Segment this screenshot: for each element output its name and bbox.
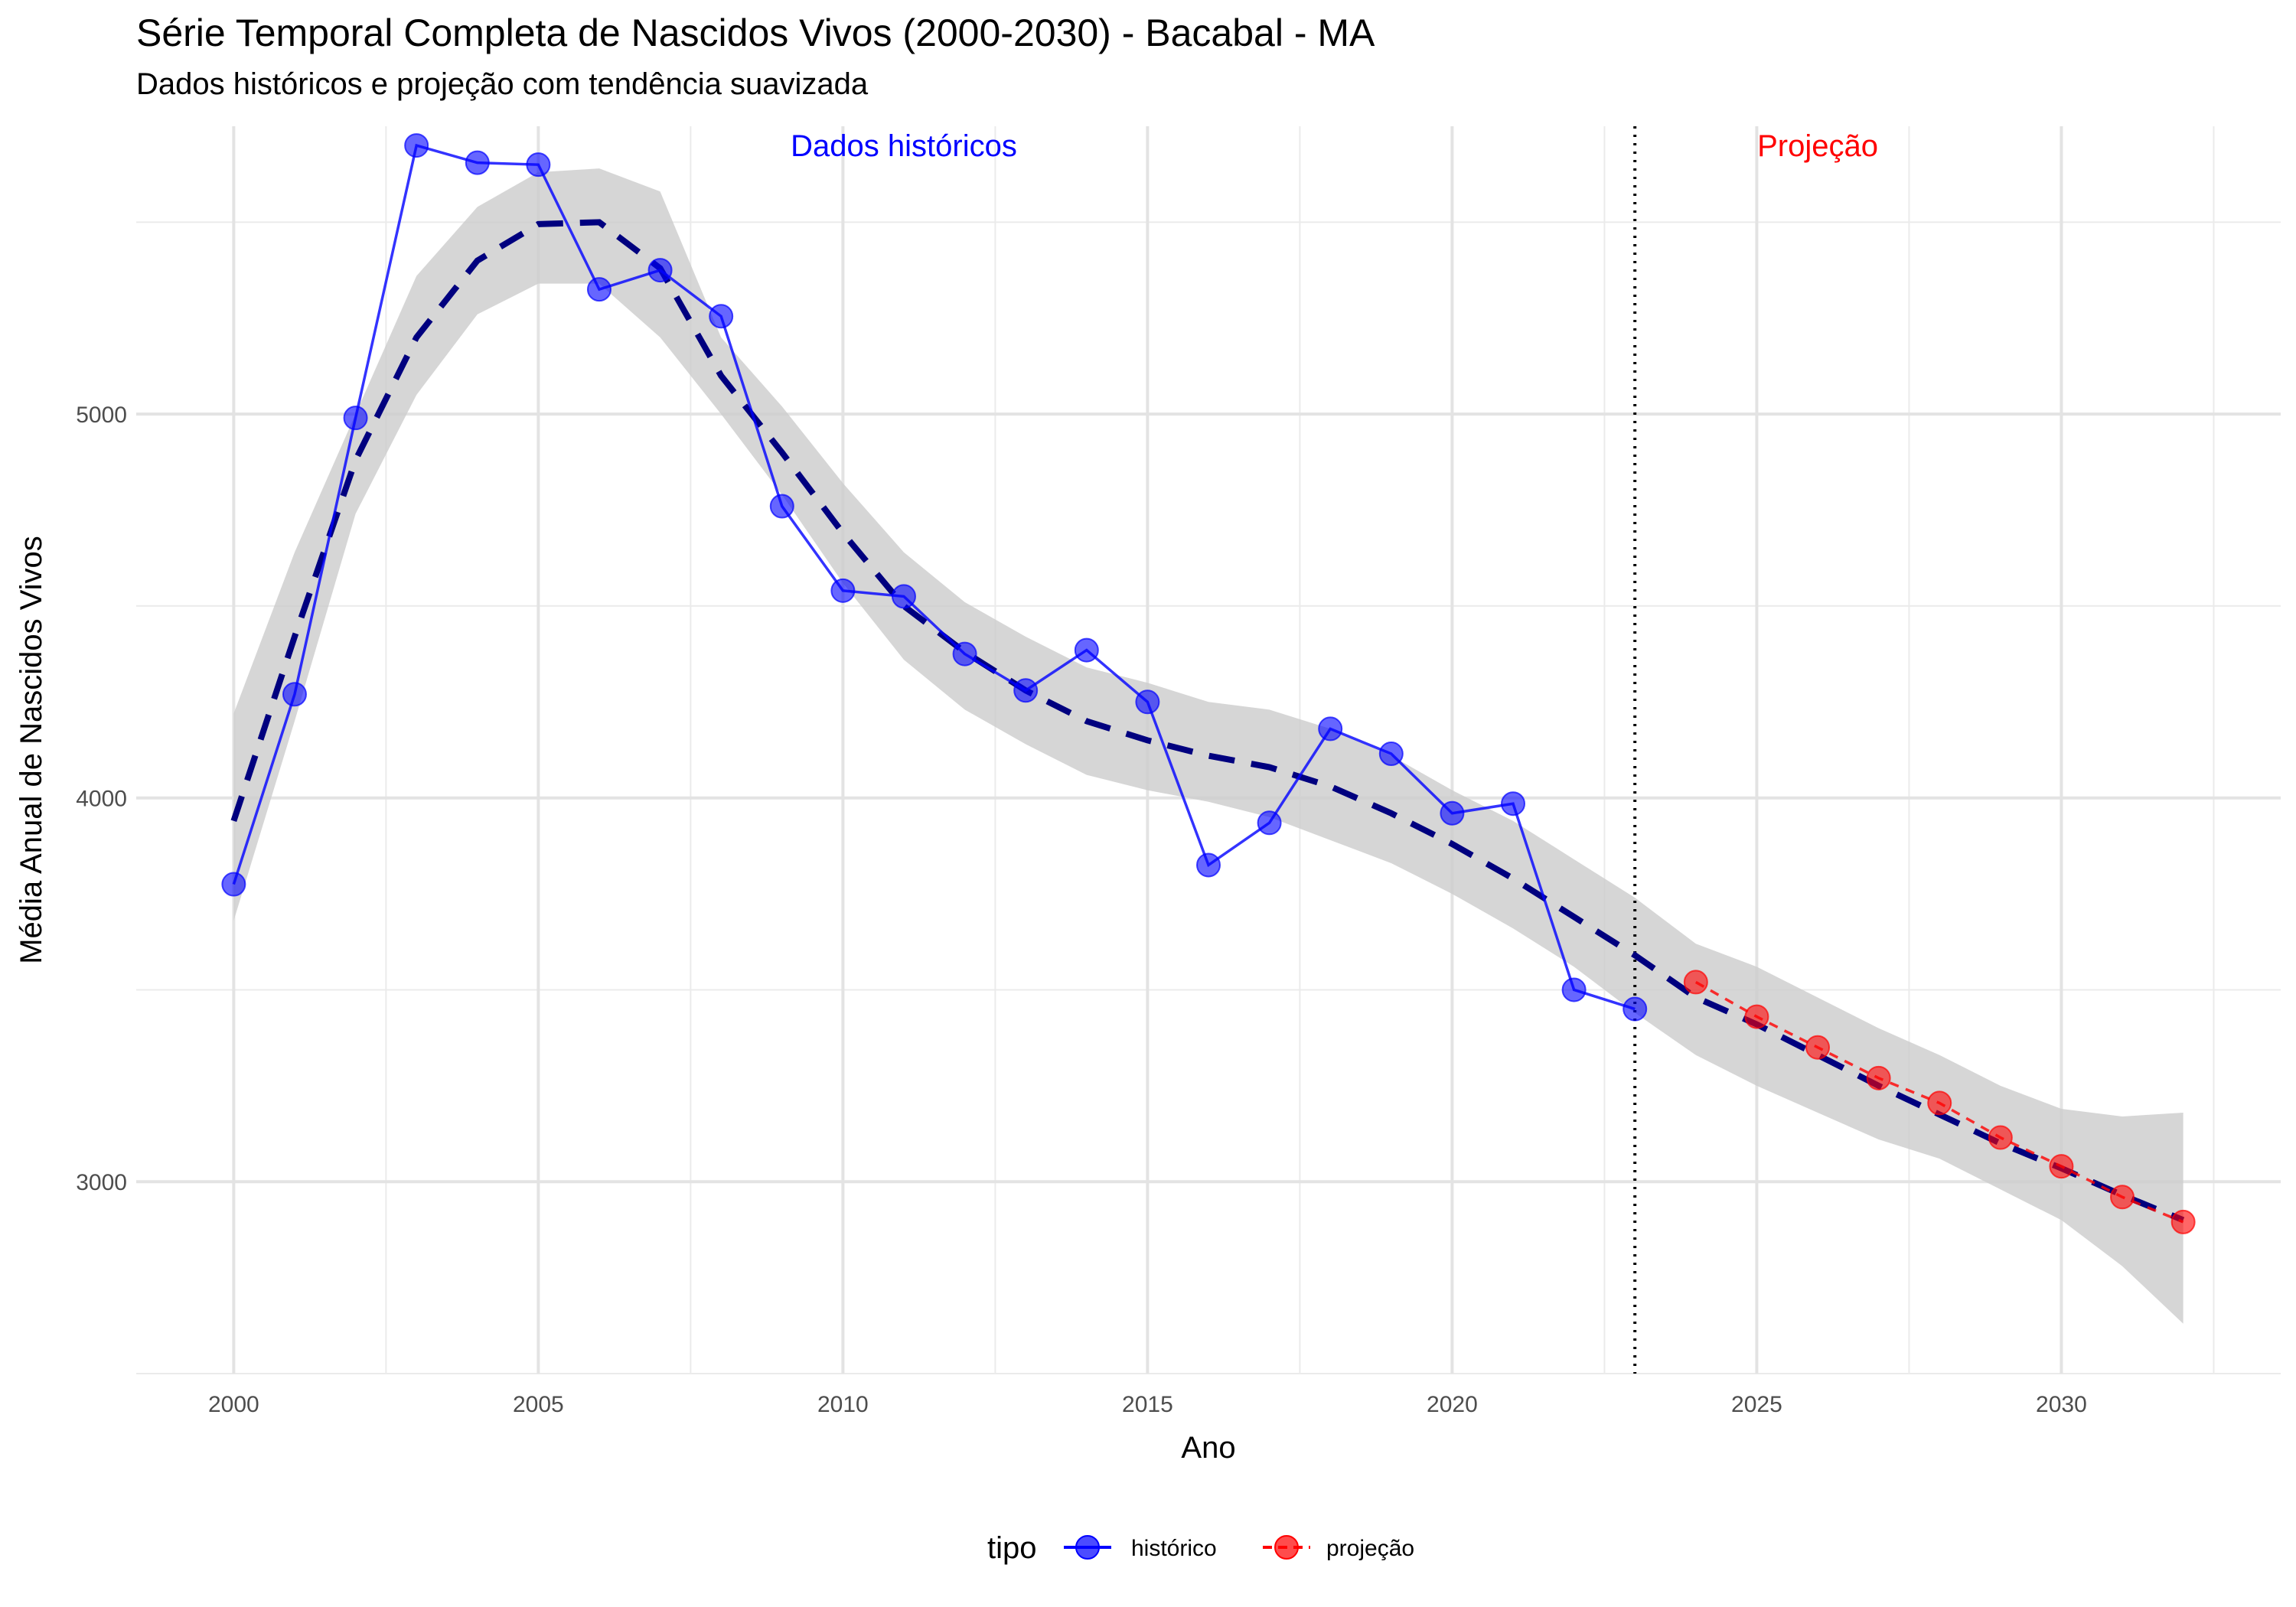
data-point-historico [709,304,734,329]
data-point-projecao [1927,1090,1952,1116]
x-tick-label: 2000 [208,1392,259,1417]
x-tick-label: 2030 [2036,1392,2087,1417]
data-point-historico [1378,742,1404,767]
y-tick-label: 3000 [76,1170,127,1195]
legend-key-point [1075,1535,1100,1560]
x-tick-label: 2015 [1122,1392,1173,1417]
data-point-projecao [1744,1004,1769,1029]
annotation-label: Dados históricos [791,129,1017,163]
annotation-label: Projeção [1757,129,1878,163]
y-tick-label: 5000 [76,403,127,428]
data-point-projecao [1805,1035,1831,1060]
data-point-historico [952,641,977,667]
trend-line [230,219,2185,1224]
data-point-historico [282,682,307,707]
y-axis-title: Média Anual de Nascidos Vivos [15,536,48,964]
y-tick-label: 4000 [76,787,127,812]
data-point-historico [1257,810,1282,836]
data-point-historico [1013,678,1039,703]
x-tick-label: 2025 [1731,1392,1782,1417]
legend-label: projeção [1326,1536,1414,1561]
confidence-band [233,168,2183,1324]
data-point-historico [1501,791,1526,817]
data-point-projecao [2110,1185,2135,1210]
data-point-projecao [1988,1125,2013,1150]
data-point-projecao [2049,1154,2074,1179]
data-point-historico [221,872,246,897]
data-point-historico [1561,977,1587,1002]
data-point-historico [1135,689,1160,715]
data-point-historico [1318,716,1343,742]
data-point-historico [526,152,551,178]
data-point-historico [465,150,490,175]
data-point-historico [1196,852,1221,878]
data-point-projecao [1683,970,1708,995]
data-point-historico [769,494,794,519]
legend-key-point [1274,1535,1299,1560]
data-point-projecao [2170,1209,2196,1234]
data-point-historico [830,578,856,603]
data-point-historico [891,584,916,609]
legend-label: histórico [1131,1536,1217,1561]
data-point-projecao [1866,1065,1891,1090]
data-point-historico [586,277,612,302]
data-point-historico [404,133,429,158]
data-point-historico [1440,800,1465,826]
x-axis-title: Ano [1181,1431,1235,1465]
x-tick-label: 2005 [513,1392,564,1417]
legend-title: tipo [987,1531,1037,1565]
data-point-historico [647,258,673,283]
x-tick-label: 2020 [1427,1392,1478,1417]
data-point-historico [1074,637,1099,663]
chart-subtitle: Dados históricos e projeção com tendênci… [136,67,869,101]
chart-title: Série Temporal Completa de Nascidos Vivo… [136,11,1375,54]
data-point-historico [343,406,368,431]
x-tick-label: 2010 [817,1392,869,1417]
data-point-historico [1623,996,1648,1022]
